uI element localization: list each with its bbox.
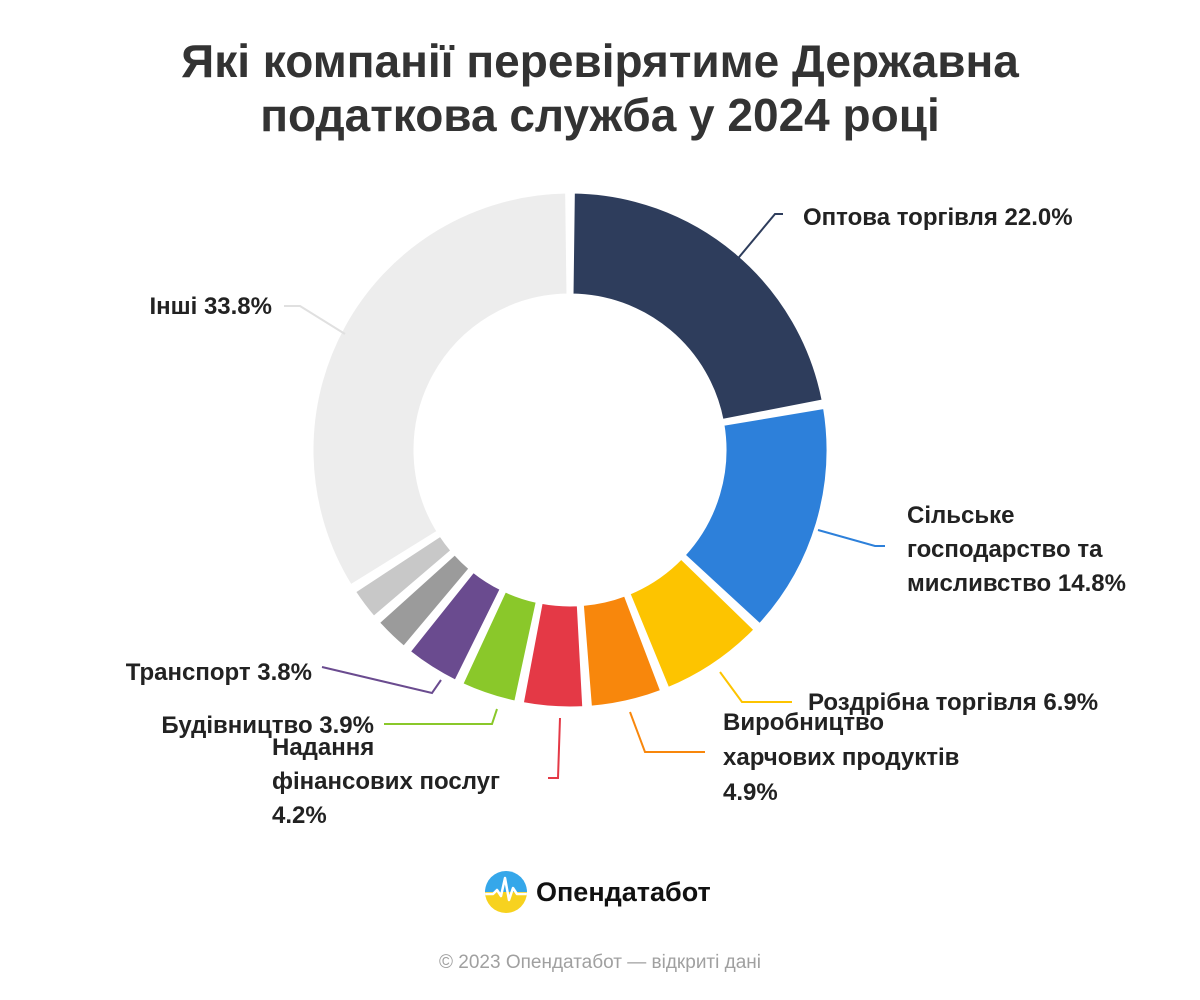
leader-line-виробництво-харчових-продуктів	[629, 711, 705, 753]
donut-slice-будівництво	[460, 589, 539, 704]
data-label-виробництво-харчових-продуктів-line-2: харчових продуктів	[723, 744, 959, 771]
data-label-виробництво-харчових-продуктів-line-1: Виробництво	[723, 709, 884, 736]
data-label-оптова-торгівля: Оптова торгівля 22.0%	[803, 204, 1073, 231]
data-label-сільське-господарство-та-мисливство-line-3: мисливство 14.8%	[907, 570, 1126, 597]
donut-slice-unlabeled-7	[376, 552, 472, 649]
leader-line-надання-фінансових-послуг	[548, 717, 561, 779]
donut-slice-оптова-торгівля	[570, 190, 825, 422]
data-label-надання-фінансових-послуг-line-3: 4.2%	[272, 802, 327, 829]
data-label-надання-фінансових-послуг-line-2: фінансових послуг	[272, 768, 500, 795]
leader-line-сільське-господарство-та-мисливство	[817, 529, 885, 547]
leader-line-оптова-торгівля	[734, 213, 783, 263]
leader-line-інші	[284, 305, 346, 335]
leader-line-транспорт	[321, 666, 442, 695]
chart-title-line-1: Які компанії перевірятиме Державна	[181, 35, 1019, 87]
donut-slice-роздрібна-торгівля	[627, 556, 757, 691]
data-label-сільське-господарство-та-мисливство-line-1: Сільське	[907, 502, 1014, 529]
opendatabot-logo-icon	[485, 871, 527, 913]
data-label-транспорт: Транспорт 3.8%	[126, 659, 312, 686]
donut-slice-сільське-господарство-та-мисливство	[682, 405, 830, 627]
donut-slice-unlabeled-8	[352, 533, 454, 620]
donut-slice-надання-фінансових-послуг	[520, 600, 586, 710]
donut-chart: Оптова торгівля 22.0% Сільське господарств…	[126, 190, 1126, 829]
leader-line-роздрібна-торгівля	[719, 671, 792, 703]
leader-line-будівництво	[384, 708, 498, 725]
data-label-роздрібна-торгівля: Роздрібна торгівля 6.9%	[808, 689, 1098, 716]
data-label-будівництво: Будівництво 3.9%	[161, 712, 374, 739]
chart-title: Які компанії перевірятиме Державна подат…	[0, 34, 1200, 142]
chart-title-line-2: податкова служба у 2024 році	[260, 89, 940, 141]
data-label-сільське-господарство-та-мисливство-line-2: господарство та	[907, 536, 1103, 563]
brand-name: Опендатабот	[536, 876, 711, 907]
data-label-інші: Інші 33.8%	[149, 293, 272, 320]
brand: Опендатабот	[484, 869, 711, 915]
footer-copyright: © 2023 Опендатабот — відкриті дані	[439, 952, 761, 973]
donut-slice-виробництво-харчових-продуктів	[580, 593, 664, 709]
data-label-виробництво-харчових-продуктів-line-3: 4.9%	[723, 779, 778, 806]
data-label-надання-фінансових-послуг-line-1: Надання	[272, 734, 374, 761]
donut-slice-транспорт	[407, 569, 503, 683]
donut-slice-інші	[310, 190, 570, 588]
